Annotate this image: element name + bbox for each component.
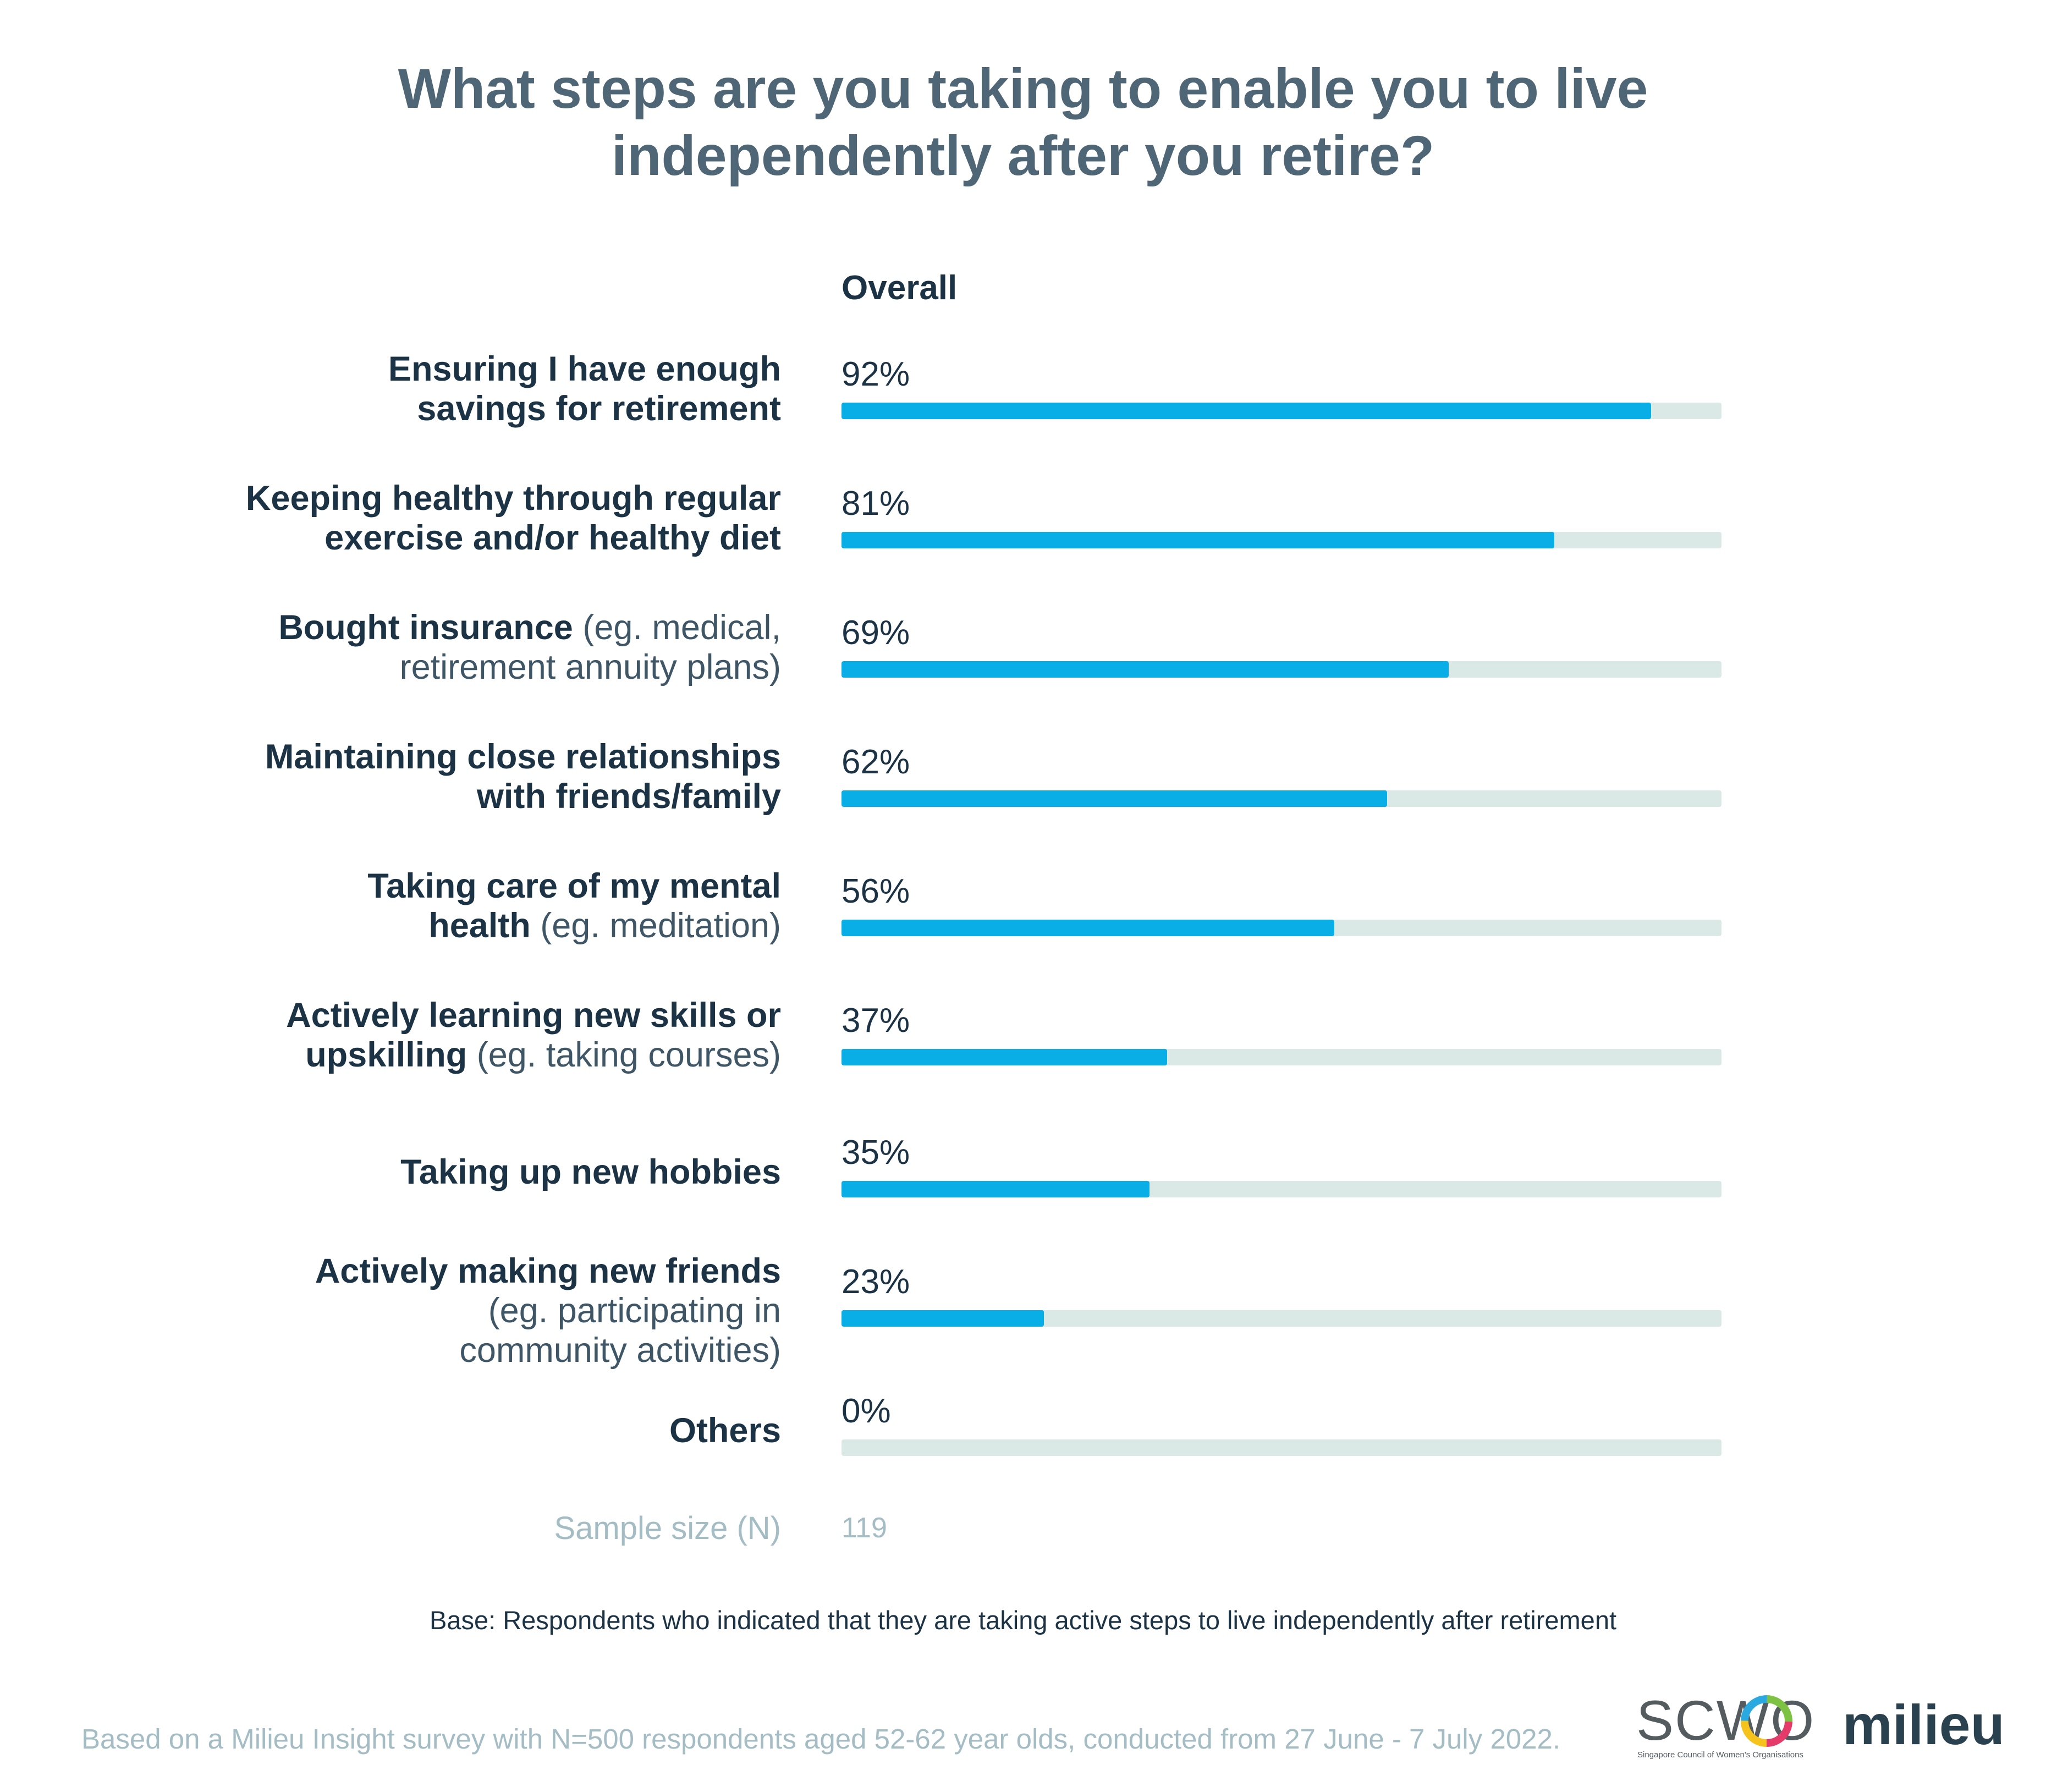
row-label: Maintaining close relationships with frie…	[110, 737, 781, 816]
sample-size-label: Sample size (N)	[554, 1510, 781, 1546]
row-label-line: Taking up new hobbies	[110, 1152, 781, 1192]
bar-track	[842, 1439, 1722, 1456]
bar	[842, 1310, 1044, 1327]
scwo-logo-text: SCWO	[1636, 1689, 1816, 1752]
chart-title-line-2: independently after you retire?	[611, 124, 1435, 187]
footer-note: Based on a Milieu Insight survey with N=…	[81, 1723, 1561, 1755]
bar	[842, 661, 1449, 678]
bar-track	[842, 1310, 1722, 1327]
row-label-segment: Taking care of my mental	[367, 867, 781, 905]
chart-title: What steps are you taking to enable you …	[0, 55, 2046, 189]
row-label: Keeping healthy through regular exercise …	[110, 479, 781, 558]
bar	[842, 403, 1651, 419]
row-label-segment: (eg. medical,	[573, 608, 781, 647]
bar	[842, 532, 1554, 548]
row-label-line: upskilling (eg. taking courses)	[110, 1035, 781, 1075]
milieu-logo: milieu	[1843, 1694, 2005, 1756]
row-label-line: exercise and/or healthy diet	[110, 518, 781, 558]
row-label-line: Actively making new friends	[110, 1251, 781, 1291]
row-label-segment: exercise and/or healthy diet	[324, 519, 781, 557]
bar-value-label: 81%	[842, 485, 910, 523]
scwo-logo: SCWO Singapore Council of Women's Organi…	[1636, 1689, 1814, 1766]
row-label-segment: (eg. meditation)	[530, 906, 781, 945]
row-label-line: savings for retirement	[110, 389, 781, 428]
bar	[842, 1049, 1167, 1065]
row-label-segment: Actively making new friends	[315, 1252, 781, 1290]
row-label-segment: health	[428, 906, 531, 945]
row-label-line: Others	[110, 1411, 781, 1450]
row-label: Ensuring I have enough savings for retire…	[110, 349, 781, 428]
row-label: Actively making new friends (eg. particip…	[110, 1251, 781, 1370]
bar-value-label: 69%	[842, 614, 910, 652]
bar-track	[842, 532, 1722, 548]
row-label-segment: community activities)	[459, 1331, 781, 1370]
sample-size-value: 119	[842, 1512, 887, 1544]
row-label: Others	[110, 1411, 781, 1450]
row-label: Taking up new hobbies	[110, 1152, 781, 1192]
column-header: Overall	[842, 269, 958, 307]
row-label-line: Actively learning new skills or	[110, 996, 781, 1035]
bar-track	[842, 1049, 1722, 1065]
row-label-line: Keeping healthy through regular	[110, 479, 781, 518]
bar-value-label: 56%	[842, 872, 910, 910]
row-label-line: with friends/family	[110, 777, 781, 816]
row-label-segment: Bought insurance	[278, 608, 573, 647]
base-note: Base: Respondents who indicated that the…	[429, 1606, 1617, 1635]
row-label-segment: upskilling	[305, 1036, 468, 1074]
row-label-segment: Actively learning new skills or	[286, 996, 781, 1035]
row-label-line: Maintaining close relationships	[110, 737, 781, 777]
row-label-segment: (eg. participating in	[488, 1291, 781, 1330]
scwo-ring-icon	[1741, 1695, 1792, 1747]
row-label-segment: Others	[669, 1411, 781, 1450]
bar-value-label: 0%	[842, 1392, 891, 1430]
bar-track	[842, 920, 1722, 936]
row-label-line: Taking care of my mental	[110, 866, 781, 906]
bar-value-label: 23%	[842, 1263, 910, 1301]
bar-track	[842, 1181, 1722, 1197]
row-label-line: community activities)	[110, 1331, 781, 1370]
bar-value-label: 35%	[842, 1134, 910, 1172]
row-label-segment: retirement annuity plans)	[399, 648, 781, 686]
bar-track	[842, 403, 1722, 419]
bar-track	[842, 661, 1722, 678]
scwo-logo-subtitle: Singapore Council of Women's Organisatio…	[1637, 1750, 1803, 1760]
bar	[842, 1181, 1150, 1197]
row-label: Taking care of my mental health (eg. medi…	[110, 866, 781, 946]
row-label-line: Bought insurance (eg. medical,	[110, 608, 781, 647]
bar	[842, 790, 1387, 807]
row-label: Actively learning new skills or upskillin…	[110, 996, 781, 1075]
bar	[842, 920, 1334, 936]
row-label-segment: Ensuring I have enough	[388, 350, 781, 388]
row-label-line: Ensuring I have enough	[110, 349, 781, 389]
row-label-segment: with friends/family	[476, 777, 781, 816]
chart-title-line-1: What steps are you taking to enable you …	[398, 57, 1648, 120]
row-label: Bought insurance (eg. medical, retirement…	[110, 608, 781, 687]
row-label-segment: Maintaining close relationships	[265, 738, 781, 776]
bar-value-label: 37%	[842, 1002, 910, 1040]
row-label-line: health (eg. meditation)	[110, 906, 781, 946]
row-label-segment: Taking up new hobbies	[400, 1153, 781, 1191]
row-label-segment: Keeping healthy through regular	[245, 479, 781, 518]
row-label-line: (eg. participating in	[110, 1291, 781, 1331]
bar-value-label: 92%	[842, 355, 910, 393]
bar-value-label: 62%	[842, 743, 910, 781]
row-label-line: retirement annuity plans)	[110, 647, 781, 687]
row-label-segment: (eg. taking courses)	[467, 1036, 781, 1074]
bar-track	[842, 790, 1722, 807]
row-label-segment: savings for retirement	[417, 389, 781, 428]
